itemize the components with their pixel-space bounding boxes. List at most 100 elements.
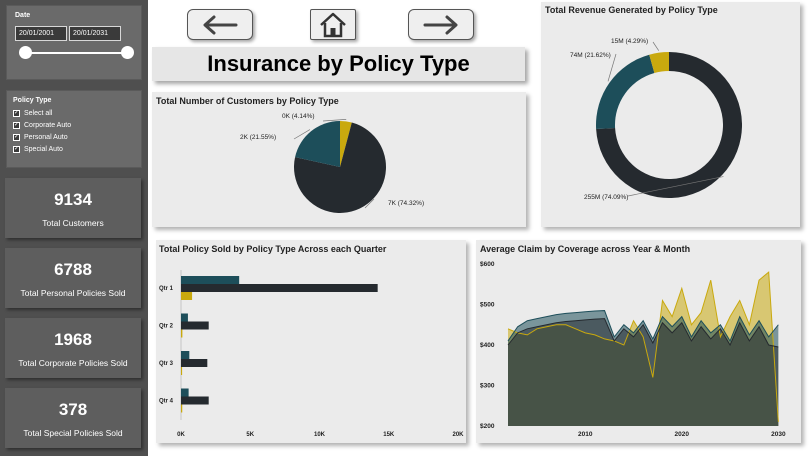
bar[interactable] — [181, 351, 190, 359]
checkbox[interactable]: ✓ — [13, 109, 20, 117]
quarter-bar-title: Total Policy Sold by Policy Type Across … — [159, 244, 387, 254]
pie-slice[interactable] — [340, 121, 352, 167]
pie-data-label: 2K (21.55%) — [240, 134, 276, 141]
revenue-donut-panel: Total Revenue Generated by Policy Type 2… — [541, 2, 800, 227]
leader-line — [652, 41, 660, 51]
donut-slice[interactable] — [596, 54, 655, 129]
leader-line — [364, 198, 375, 209]
policy-option-label: Select all — [24, 109, 53, 117]
kpi-card-special-policies: 378 Total Special Policies Sold — [5, 388, 141, 448]
kpi-label: Total Corporate Policies Sold — [18, 358, 128, 368]
kpi-value: 9134 — [54, 190, 92, 209]
leader-line — [607, 53, 617, 82]
claim-area-panel: Average Claim by Coverage across Year & … — [476, 240, 801, 443]
x-tick-label: 20K — [452, 432, 464, 438]
quarter-bar-chart: Qtr 1 Qtr 2 Qtr 3 Qtr 4 0K 5K 10K 15K 20K — [159, 270, 464, 438]
kpi-label: Total Customers — [42, 218, 104, 228]
slider-start-handle[interactable] — [19, 46, 32, 59]
policy-option-label: Special Auto — [24, 145, 63, 153]
series-line[interactable] — [507, 310, 779, 343]
back-button[interactable] — [187, 9, 253, 40]
kpi-value: 378 — [58, 400, 88, 419]
policy-option[interactable]: ✓ Select all — [13, 107, 135, 119]
x-tick-label: 2030 — [771, 431, 786, 438]
bar[interactable] — [181, 284, 378, 292]
policy-option-label: Corporate Auto — [24, 121, 72, 129]
bar[interactable] — [181, 396, 209, 405]
y-tick-label: Qtr 2 — [159, 324, 174, 330]
date-slicer: Date 20/01/2001 20/01/2031 — [6, 5, 142, 80]
revenue-donut-chart: 255M (74.09%) 74M (21.62%)15M (4.29%) — [570, 38, 742, 201]
bar[interactable] — [181, 404, 183, 413]
kpi-card-corporate-policies: 1968 Total Corporate Policies Sold — [5, 318, 141, 378]
policy-option[interactable]: ✓ Personal Auto — [13, 131, 135, 143]
kpi-card-personal-policies: 6788 Total Personal Policies Sold — [5, 248, 141, 308]
forward-button[interactable] — [408, 9, 474, 40]
revenue-donut-title: Total Revenue Generated by Policy Type — [545, 5, 718, 15]
policy-option[interactable]: ✓ Special Auto — [13, 143, 135, 155]
y-tick-label: $400 — [480, 342, 495, 349]
checkbox[interactable]: ✓ — [13, 121, 20, 129]
leader-line — [293, 129, 311, 140]
y-tick-label: Qtr 3 — [159, 361, 174, 367]
y-tick-label: $600 — [480, 261, 495, 268]
x-tick-label: 2020 — [675, 431, 690, 438]
area-fill — [508, 318, 779, 426]
claim-area-chart: $200 $300 $400 $500 $600 2010 2020 2030 — [480, 261, 786, 438]
quarter-bar-panel: Total Policy Sold by Policy Type Across … — [156, 240, 466, 443]
kpi-value: 6788 — [54, 260, 92, 279]
pie-data-label: 0K (4.14%) — [282, 113, 315, 120]
customers-pie-chart: 7K (74.32%) 2K (21.55%) 0K (4.14%) — [240, 113, 424, 213]
arrow-left-icon — [203, 15, 238, 34]
series-line[interactable] — [507, 318, 779, 348]
policy-option-label: Personal Auto — [24, 133, 68, 141]
x-tick-label: 5K — [246, 432, 254, 438]
bar[interactable] — [181, 313, 188, 322]
bar[interactable] — [181, 359, 208, 367]
slider-end-handle[interactable] — [121, 46, 134, 59]
x-tick-label: 0K — [177, 432, 185, 438]
start-date-input[interactable]: 20/01/2001 — [15, 26, 67, 41]
checkbox[interactable]: ✓ — [13, 133, 20, 141]
donut-data-label: 15M (4.29%) — [611, 38, 648, 45]
page-title-box: Insurance by Policy Type — [152, 47, 525, 81]
bar[interactable] — [181, 388, 189, 397]
date-slicer-title: Date — [15, 12, 31, 19]
y-tick-label: Qtr 1 — [159, 286, 174, 292]
pie-slice[interactable] — [294, 122, 386, 213]
bar[interactable] — [181, 367, 183, 375]
claim-area-title: Average Claim by Coverage across Year & … — [480, 244, 691, 254]
kpi-card-total-customers: 9134 Total Customers — [5, 178, 141, 238]
donut-slice[interactable] — [649, 52, 669, 74]
sidebar: Date 20/01/2001 20/01/2031 Policy Type ✓… — [0, 0, 148, 456]
leader-line — [322, 119, 347, 122]
pie-slice[interactable] — [295, 121, 340, 167]
donut-data-label: 255M (74.09%) — [584, 194, 628, 201]
bar[interactable] — [181, 292, 193, 300]
policy-slicer-title: Policy Type — [13, 97, 52, 104]
donut-data-label: 74M (21.62%) — [570, 52, 611, 59]
bar[interactable] — [181, 321, 209, 330]
end-date-input[interactable]: 20/01/2031 — [69, 26, 121, 41]
customers-pie-panel: Total Number of Customers by Policy Type… — [152, 92, 526, 227]
kpi-label: Total Special Policies Sold — [23, 428, 123, 438]
x-tick-label: 15K — [383, 432, 395, 438]
date-range-slider[interactable] — [25, 52, 129, 54]
y-tick-label: $300 — [480, 383, 495, 390]
kpi-label: Total Personal Policies Sold — [20, 288, 126, 298]
customers-pie-title: Total Number of Customers by Policy Type — [156, 96, 339, 106]
y-tick-label: Qtr 4 — [159, 399, 174, 405]
bar[interactable] — [181, 329, 183, 338]
bar[interactable] — [181, 276, 240, 284]
leader-line — [627, 176, 724, 197]
home-icon — [320, 12, 346, 37]
y-tick-label: $200 — [480, 423, 495, 430]
checkbox[interactable]: ✓ — [13, 145, 20, 153]
home-button[interactable] — [310, 9, 356, 40]
arrow-right-icon — [423, 15, 458, 34]
series-line[interactable] — [507, 271, 779, 422]
policy-type-slicer: Policy Type ✓ Select all ✓ Corporate Auto ✓ P… — [6, 90, 142, 168]
pie-data-label: 7K (74.32%) — [388, 200, 424, 207]
page-title: Insurance by Policy Type — [207, 51, 470, 76]
policy-option[interactable]: ✓ Corporate Auto — [13, 119, 135, 131]
